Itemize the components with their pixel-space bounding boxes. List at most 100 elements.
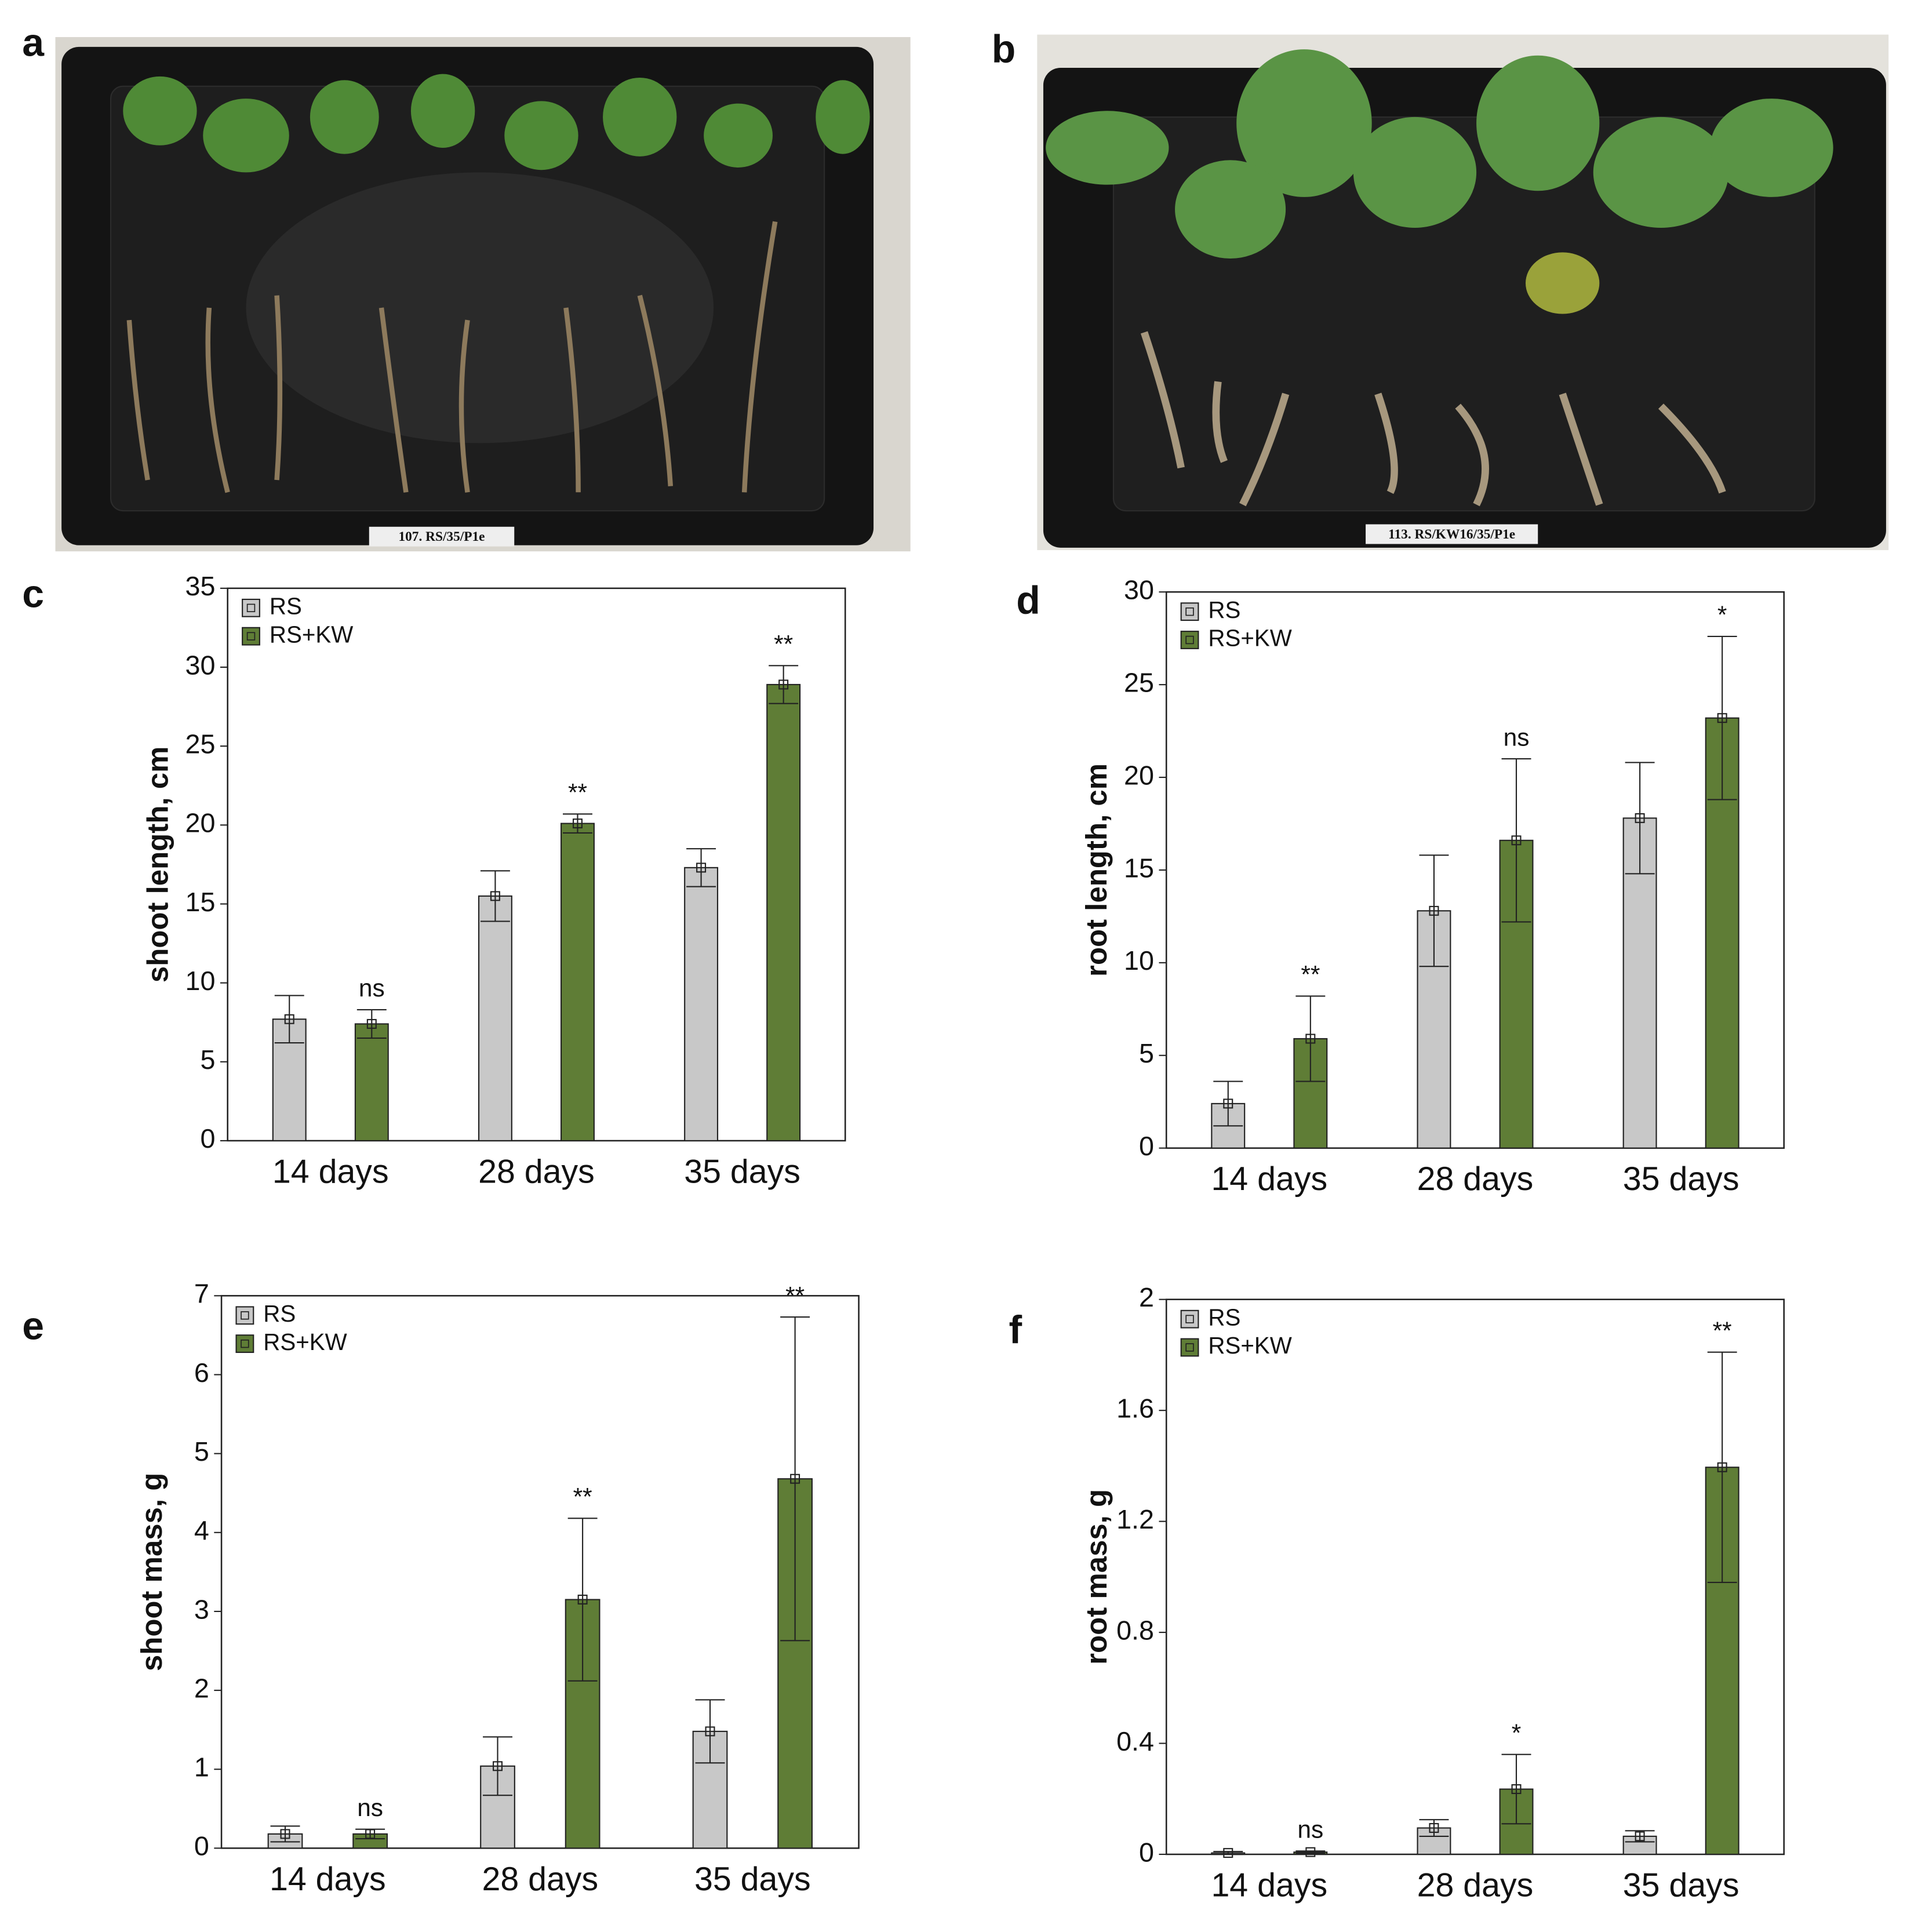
- y-tick-label: 30: [185, 650, 216, 680]
- mean-marker: [1635, 813, 1645, 823]
- mean-marker: [1305, 1034, 1316, 1044]
- panel-label: c: [22, 573, 44, 616]
- bar: [561, 823, 595, 1141]
- x-tick-label: 28 days: [1417, 1160, 1534, 1198]
- error-bar: [270, 1825, 300, 1843]
- y-tick-label: 2: [194, 1673, 209, 1703]
- mean-marker: [1223, 1098, 1233, 1109]
- significance-label: **: [785, 1282, 805, 1309]
- y-tick-label: 5: [200, 1045, 215, 1075]
- legend-label: RS+KW: [1208, 1332, 1291, 1359]
- legend-marker: [1185, 607, 1194, 616]
- error-bar: [1419, 1819, 1449, 1837]
- mean-marker: [1717, 713, 1727, 723]
- x-tick-label: 14 days: [270, 1861, 386, 1898]
- y-tick-label: 30: [1124, 575, 1154, 605]
- legend-marker: [1185, 635, 1194, 645]
- leaves: [1046, 49, 1833, 314]
- mean-marker: [280, 1829, 290, 1839]
- significance-label: ns: [357, 1794, 383, 1821]
- significance-label: **: [774, 631, 793, 658]
- panel-label: f: [1009, 1308, 1022, 1352]
- error-bar: [563, 813, 592, 834]
- y-tick-label: 0: [1139, 1131, 1154, 1161]
- y-tick-label: 1: [194, 1752, 209, 1782]
- x-tick-label: 14 days: [1211, 1160, 1327, 1198]
- significance-label: **: [568, 779, 587, 806]
- x-tick-label: 35 days: [694, 1861, 811, 1898]
- error-bar: [1419, 854, 1449, 967]
- mean-marker: [1635, 1831, 1645, 1842]
- legend-label: RS+KW: [270, 621, 353, 647]
- x-tick-label: 14 days: [1211, 1866, 1327, 1904]
- y-tick-label: 10: [1124, 945, 1154, 976]
- bar: [352, 1833, 388, 1849]
- bar: [478, 895, 512, 1141]
- error-bar: [1295, 995, 1326, 1082]
- photo-b: 113. RS/KW16/35/P1e: [1037, 34, 1889, 551]
- legend-marker: [241, 1311, 249, 1320]
- leaves: [123, 74, 870, 173]
- mean-marker: [696, 863, 707, 873]
- panel-label: e: [22, 1305, 44, 1348]
- significance-label: *: [1512, 1719, 1522, 1747]
- y-tick-label: 2: [1139, 1282, 1154, 1312]
- mean-marker: [493, 1761, 503, 1771]
- y-tick-label: 0: [1139, 1837, 1154, 1867]
- mean-marker: [490, 891, 500, 901]
- mean-marker: [365, 1829, 376, 1839]
- error-bar: [567, 1518, 598, 1682]
- legend-label: RS: [1208, 596, 1240, 623]
- bar: [354, 1023, 389, 1141]
- error-bar: [1501, 758, 1531, 923]
- legend-swatch: [1180, 1338, 1199, 1357]
- y-tick-label: 5: [194, 1436, 209, 1467]
- mean-marker: [1429, 905, 1439, 916]
- y-tick-label: 35: [185, 571, 216, 601]
- y-tick-label: 20: [185, 808, 216, 838]
- legend-marker: [246, 603, 256, 613]
- legend-swatch: [242, 598, 260, 617]
- significance-label: **: [573, 1483, 592, 1511]
- y-tick-label: 25: [1124, 667, 1154, 697]
- legend-marker: [1185, 1315, 1194, 1323]
- error-bar: [483, 1736, 512, 1796]
- panel-label: d: [1016, 578, 1040, 622]
- legend-swatch: [1180, 1309, 1199, 1329]
- y-tick-label: 5: [1139, 1038, 1154, 1068]
- error-bar: [1625, 762, 1655, 875]
- panel-label: b: [992, 27, 1016, 71]
- significance-label: *: [1717, 601, 1727, 628]
- plot-frame: [220, 1295, 860, 1849]
- error-bar: [356, 1009, 387, 1039]
- error-bar: [1295, 1847, 1326, 1857]
- significance-label: ns: [359, 974, 385, 1002]
- legend-label: RS+KW: [1208, 625, 1291, 652]
- tray-label: 107. RS/35/P1e: [398, 529, 485, 544]
- x-tick-label: 28 days: [478, 1153, 595, 1190]
- legend-swatch: [242, 627, 260, 646]
- mean-marker: [1511, 1784, 1522, 1795]
- error-bar: [1707, 635, 1737, 801]
- y-tick-label: 0: [194, 1831, 209, 1861]
- legend-marker: [246, 632, 256, 641]
- plot-frame: [1165, 1298, 1785, 1855]
- y-tick-label: 0: [200, 1123, 215, 1154]
- mean-marker: [366, 1018, 377, 1029]
- y-axis-title: shoot mass, g: [135, 1473, 168, 1671]
- roots: [1140, 331, 1726, 507]
- bar: [684, 867, 719, 1141]
- x-tick-label: 35 days: [684, 1153, 800, 1190]
- mean-marker: [1717, 1462, 1727, 1472]
- legend-label: RS: [270, 592, 302, 619]
- y-tick-label: 15: [185, 887, 216, 917]
- y-axis-title: shoot length, cm: [141, 747, 174, 983]
- y-tick-label: 1.2: [1116, 1504, 1154, 1534]
- plot-frame: [1165, 591, 1785, 1149]
- significance-label: ns: [1504, 723, 1530, 751]
- y-axis-title: root length, cm: [1080, 763, 1113, 977]
- y-tick-label: 4: [194, 1515, 209, 1545]
- legend-swatch: [1180, 631, 1199, 649]
- mean-marker: [790, 1473, 800, 1484]
- tray-label: 113. RS/KW16/35/P1e: [1388, 527, 1515, 542]
